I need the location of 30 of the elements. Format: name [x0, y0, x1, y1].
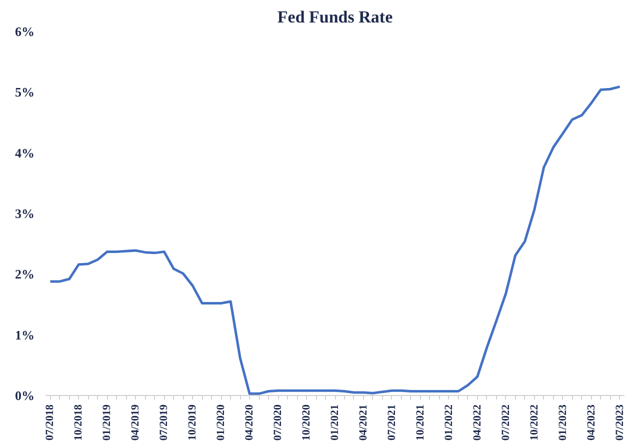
x-tick-label: 10/2021: [414, 404, 426, 441]
x-tick-label: 07/2023: [614, 404, 626, 441]
y-tick-label: 2%: [15, 266, 34, 282]
x-tick-label: 07/2021: [386, 404, 398, 441]
x-tick-label: 01/2023: [556, 404, 569, 441]
x-tick-label: 07/2020: [272, 404, 284, 441]
x-tick-label: 04/2019: [130, 404, 142, 441]
y-tick-label: 3%: [15, 206, 34, 221]
x-tick-label: 04/2022: [471, 404, 484, 441]
y-tick-label: 5%: [15, 84, 34, 100]
y-tick-label: 0%: [15, 388, 34, 403]
x-tick-label: 10/2022: [528, 404, 540, 441]
y-tick-label: 4%: [15, 145, 34, 160]
x-tick-label: 07/2022: [500, 404, 512, 441]
x-tick-label: 04/2020: [244, 404, 256, 441]
x-tick-label: 07/2018: [44, 404, 56, 441]
chart-title: Fed Funds Rate: [277, 8, 394, 26]
x-tick-label: 04/2023: [585, 404, 598, 441]
x-tick-label: 01/2022: [442, 404, 455, 441]
x-tick-label: 10/2020: [300, 404, 313, 441]
line-series: [48, 85, 622, 395]
y-tick-label: 1%: [15, 327, 34, 342]
x-tick-label: 10/2019: [186, 404, 199, 441]
x-tick-label: 10/2018: [72, 404, 85, 441]
x-tick-label: 01/2020: [215, 404, 228, 441]
x-tick-label: 04/2021: [357, 404, 370, 441]
x-tick-label: 01/2021: [329, 404, 341, 441]
x-tick-label: 07/2019: [158, 404, 170, 441]
x-tick-label: 01/2019: [101, 404, 114, 441]
y-tick-label: 6%: [15, 24, 34, 39]
